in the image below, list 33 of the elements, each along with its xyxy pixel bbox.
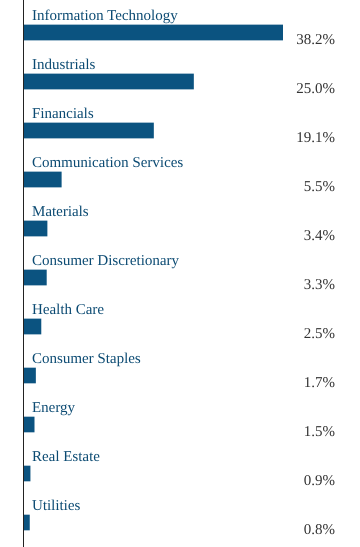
bar [24,466,30,482]
data-label: 5.5% [304,178,335,195]
data-label: 0.9% [304,472,335,489]
bar [24,74,194,90]
bar [24,122,154,138]
y-tick-label: Real Estate [32,449,100,465]
bar [24,220,48,236]
y-tick-label: Industrials [32,57,96,73]
y-tick-label: Consumer Discretionary [32,253,180,269]
y-tick-label: Materials [32,204,89,220]
bar [24,270,47,286]
data-label: 25.0% [296,80,335,97]
bar [24,368,36,384]
bar [24,172,62,188]
data-label: 38.2% [296,32,335,48]
y-tick-label: Consumer Staples [32,351,141,367]
data-label: 3.3% [304,276,335,293]
data-label: 0.8% [304,522,335,538]
data-label: 3.4% [304,228,335,244]
y-tick-label: Health Care [32,302,104,318]
y-tick-label: Utilities [32,498,80,514]
y-tick-label: Communication Services [32,155,184,171]
y-tick-label: Energy [32,400,76,416]
bar [24,416,34,432]
bar [24,318,42,334]
data-label: 2.5% [304,326,335,342]
bar [24,514,30,530]
y-tick-label: Financials [32,106,94,122]
data-label: 1.7% [304,374,335,391]
bar [24,24,283,40]
data-label: 1.5% [304,424,335,440]
data-label: 19.1% [296,130,335,146]
y-tick-label: Information Technology [32,8,178,24]
